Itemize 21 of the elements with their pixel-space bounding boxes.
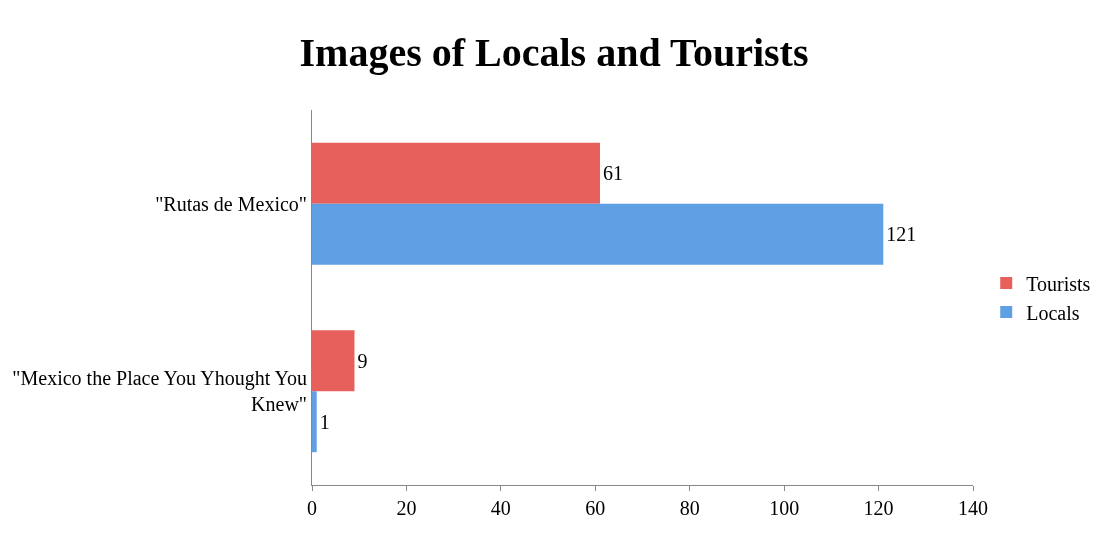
x-tick-label: 60 [585,497,606,519]
data-label: 121 [886,223,917,246]
bar [312,391,317,453]
y-tick-label: "Rutas de Mexico" [155,192,307,215]
data-label: 9 [357,349,368,372]
x-tick-label: 40 [490,497,511,519]
bar [312,142,601,204]
x-tick-label: 0 [307,497,317,519]
bar [312,203,884,265]
data-label: 1 [319,410,330,433]
x-tick-label: 140 [958,497,988,519]
bar [312,330,355,392]
x-tick-label: 20 [396,497,417,519]
y-tick-label: "Mexico the Place You Yhought You Knew" [12,367,307,416]
x-tick-label: 120 [863,497,894,519]
legend-label: Tourists [1026,272,1091,295]
data-label: 61 [603,162,624,185]
x-tick-label: 80 [679,497,700,519]
legend-label: Locals [1026,301,1080,324]
x-tick-label: 100 [769,497,800,519]
chart-title: Images of Locals and Tourists [299,30,809,76]
